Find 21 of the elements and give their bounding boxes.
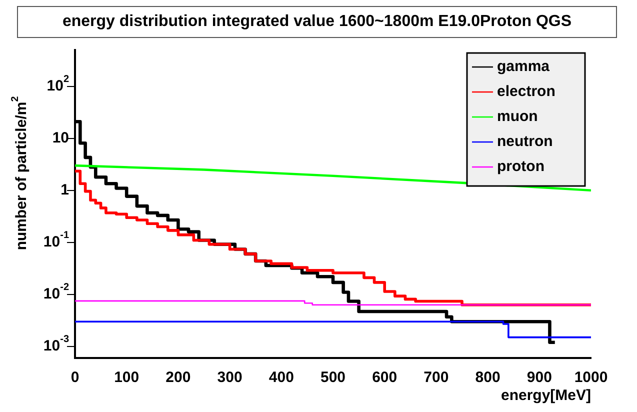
x-tick-label: 300 bbox=[217, 369, 242, 386]
x-tick-label: 100 bbox=[114, 369, 140, 386]
x-tick-label: 400 bbox=[268, 369, 294, 386]
x-tick-label: 500 bbox=[320, 369, 346, 386]
y-axis-title: number of particle/m2 bbox=[10, 96, 30, 250]
x-tick-label: 0 bbox=[70, 369, 80, 386]
chart-title: energy distribution integrated value 1600~1800m E19.0Proton QGS bbox=[17, 6, 617, 38]
legend-label: electron bbox=[497, 83, 556, 100]
x-tick-label: 700 bbox=[424, 369, 449, 386]
x-axis-title: energy[MeV] bbox=[500, 387, 592, 404]
legend-label: neutron bbox=[497, 133, 553, 150]
x-tick-label: 800 bbox=[475, 369, 500, 386]
legend-label: gamma bbox=[497, 58, 550, 76]
y-tick-label: 1 bbox=[60, 182, 69, 199]
x-tick-label: 200 bbox=[166, 369, 191, 386]
x-tick-label: 600 bbox=[372, 369, 398, 386]
legend-label: proton bbox=[497, 158, 544, 176]
x-tick-label: 1000 bbox=[574, 369, 608, 386]
legend-label: muon bbox=[497, 108, 538, 126]
y-tick-label: 10 bbox=[52, 130, 70, 147]
x-tick-label: 900 bbox=[526, 369, 552, 386]
